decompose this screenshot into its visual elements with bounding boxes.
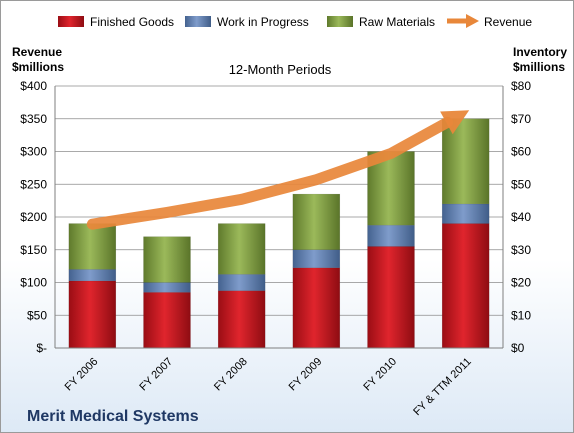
left-tick-label: $400 — [20, 79, 47, 93]
chart-subtitle: 12-Month Periods — [229, 62, 332, 77]
bar-raw-materials — [292, 193, 341, 250]
x-tick-label: FY 2007 — [137, 356, 175, 394]
legend: Finished Goods Work in Progress Raw Mate… — [58, 14, 532, 29]
x-tick-label: FY & TTM 2011 — [411, 356, 474, 419]
left-tick-label: $- — [36, 341, 47, 355]
left-axis-title-line-2: $millions — [12, 60, 64, 74]
x-tick-label: FY 2009 — [287, 356, 325, 394]
left-axis-title-line-1: Revenue — [12, 45, 62, 59]
right-tick-label: $30 — [511, 243, 531, 257]
bar-raw-materials — [68, 223, 117, 270]
right-tick-label: $80 — [511, 79, 531, 93]
gridlines — [55, 85, 503, 316]
bar-finished-goods — [143, 292, 191, 349]
revenue-arrow — [86, 110, 470, 230]
bar-work-in-progress — [441, 203, 490, 224]
legend-label-revenue: Revenue — [484, 15, 532, 29]
legend-swatch-finished-goods — [58, 16, 84, 27]
revenue-arrow-head — [440, 110, 470, 135]
left-tick-label: $250 — [20, 177, 47, 191]
right-tick-label: $40 — [511, 210, 531, 224]
bar-finished-goods — [217, 290, 266, 349]
left-tick-label: $350 — [20, 112, 47, 126]
bar-finished-goods — [292, 267, 341, 349]
right-tick-label: $70 — [511, 112, 531, 126]
x-tick-label: FY 2006 — [63, 356, 101, 394]
right-axis-title-line-2: $millions — [513, 60, 565, 74]
legend-swatch-work-in-progress — [185, 16, 211, 27]
x-tick-label: FY 2008 — [212, 356, 250, 394]
left-tick-label: $300 — [20, 145, 47, 159]
left-tick-label: $50 — [27, 308, 47, 322]
bar-work-in-progress — [68, 269, 117, 282]
right-axis-title-line-1: Inventory — [513, 45, 567, 59]
bar-work-in-progress — [292, 249, 341, 269]
bar-finished-goods — [441, 223, 490, 349]
legend-label-raw-materials: Raw Materials — [359, 15, 435, 29]
bar-raw-materials — [143, 236, 191, 283]
bar-raw-materials — [441, 118, 490, 205]
bar-finished-goods — [68, 280, 117, 349]
legend-swatch-revenue-arrowhead — [466, 14, 479, 28]
bar-finished-goods — [367, 246, 415, 349]
right-tick-label: $0 — [511, 341, 525, 355]
left-tick-label: $150 — [20, 243, 47, 257]
bar-work-in-progress — [143, 282, 191, 293]
left-tick-label: $100 — [20, 276, 47, 290]
legend-swatch-raw-materials — [327, 16, 353, 27]
company-name: Merit Medical Systems — [27, 408, 199, 425]
right-tick-label: $20 — [511, 276, 531, 290]
revenue-arrow-shaft — [86, 116, 453, 230]
bars — [68, 118, 490, 349]
x-tick-label: FY 2010 — [361, 356, 399, 394]
right-tick-label: $10 — [511, 308, 531, 322]
bar-work-in-progress — [367, 224, 415, 247]
legend-label-work-in-progress: Work in Progress — [217, 15, 309, 29]
left-tick-label: $200 — [20, 210, 47, 224]
right-tick-label: $50 — [511, 177, 531, 191]
bar-raw-materials — [217, 223, 266, 275]
right-tick-label: $60 — [511, 145, 531, 159]
bar-work-in-progress — [217, 274, 266, 291]
legend-label-finished-goods: Finished Goods — [90, 15, 174, 29]
